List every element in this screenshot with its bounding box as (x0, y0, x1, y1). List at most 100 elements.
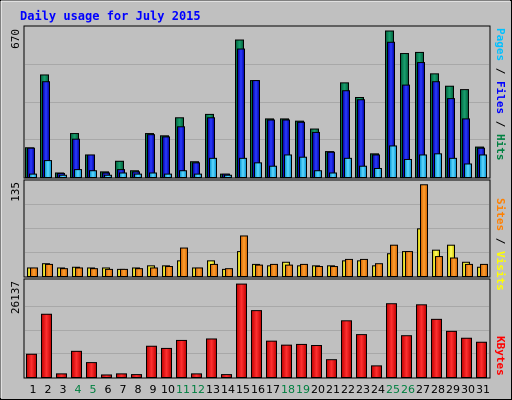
kbytes-bar (176, 339, 187, 378)
legend-segment: / (494, 114, 507, 134)
legend-segment: Sites (494, 198, 507, 231)
day-label: 2 (45, 383, 52, 396)
pages-bar (164, 173, 172, 178)
kbytes-bar (221, 374, 232, 379)
day-axis: 1 2 3 4 5 6 7 8 9 10 11 12 13 14 15 16 17 18 19 20 21 22 23 24 2… (30, 383, 491, 396)
pages-bar (134, 173, 142, 178)
sites-bar (390, 244, 398, 277)
day-label: 12 (191, 383, 205, 396)
sites-bar (45, 263, 53, 277)
sites-bar (405, 251, 413, 278)
pages-bar (239, 157, 247, 178)
sites-bar (30, 267, 38, 278)
sites-bar (180, 247, 188, 278)
legend-segment: Visits (494, 251, 507, 291)
pages-bar (149, 172, 157, 179)
day-label: 1 (30, 383, 37, 396)
day-label: 22 (341, 383, 355, 396)
day-label: 26 (401, 383, 415, 396)
pages-bar (479, 154, 487, 179)
day-label: 30 (461, 383, 475, 396)
kbytes-bar (326, 359, 337, 379)
sites-bar (345, 258, 353, 277)
day-label: 4 (75, 383, 82, 396)
sites-bar (330, 266, 338, 277)
kbytes-bar (296, 343, 307, 379)
kbytes-bar (71, 350, 82, 378)
pages-bar (359, 165, 367, 178)
day-label: 8 (135, 383, 142, 396)
kbytes-bar (41, 313, 52, 378)
sites-bar (120, 268, 128, 277)
day-label: 24 (371, 383, 385, 396)
kbytes-bar (131, 374, 142, 379)
kbytes-bar (461, 337, 472, 378)
kbytes-axis-max: 26137 (9, 281, 22, 314)
sites-bar (210, 263, 218, 277)
hits-axis-max: 670 (9, 29, 22, 49)
sites-bar (435, 256, 443, 278)
sites-bar (255, 264, 263, 278)
kbytes-bar (146, 345, 157, 379)
pages-bar (44, 160, 52, 178)
kbytes-bar (356, 334, 367, 378)
kbytes-bar (431, 318, 442, 378)
kbytes-bar (116, 373, 127, 378)
day-label: 13 (206, 383, 220, 396)
sites-bar (135, 268, 143, 277)
pages-bar (104, 174, 112, 178)
kbytes-bar (446, 330, 457, 378)
visits-axis-max: 135 (9, 182, 22, 202)
pages-bar (59, 174, 67, 178)
hits-files-pages-panel (23, 25, 491, 179)
sites-bar (105, 268, 113, 277)
kbytes-bar (311, 345, 322, 378)
sites-visits-legend: Sites / Visits (494, 198, 507, 291)
sites-bar (240, 235, 248, 277)
kbytes-bar (251, 310, 262, 379)
day-label: 19 (296, 383, 310, 396)
pages-bar (374, 167, 382, 179)
pages-bar (344, 157, 352, 178)
sites-bar (270, 263, 278, 277)
hits-files-pages-legend: Pages / Files / Hits (494, 28, 507, 161)
chart-title: Daily usage for July 2015 (20, 9, 201, 23)
pages-bar (299, 156, 307, 178)
kbytes-bar (191, 373, 202, 378)
sites-bar (360, 258, 368, 277)
pages-bar (209, 157, 217, 178)
files-bar (27, 147, 35, 178)
day-label: 25 (386, 383, 400, 396)
day-label: 17 (266, 383, 280, 396)
pages-bar (29, 173, 37, 178)
pages-bar (449, 157, 457, 178)
day-label: 15 (236, 383, 250, 396)
pages-bar (314, 170, 322, 178)
sites-bar (150, 267, 158, 278)
day-label: 14 (221, 383, 235, 396)
pages-bar (269, 165, 277, 178)
day-label: 10 (161, 383, 175, 396)
day-label: 16 (251, 383, 265, 396)
legend-segment: / (494, 231, 507, 251)
kbytes-bar (56, 373, 67, 378)
kbytes-bar (266, 340, 277, 378)
day-label: 9 (150, 383, 157, 396)
kbytes-bar (401, 335, 412, 378)
pages-bar (74, 169, 82, 178)
legend-segment: Hits (494, 134, 507, 161)
sites-bar (465, 263, 473, 277)
day-label: 21 (326, 383, 340, 396)
pages-bar (419, 154, 427, 179)
legend-segment: / (494, 61, 507, 81)
sites-bar (315, 266, 323, 277)
sites-bar (285, 264, 293, 278)
kbytes-bar (416, 304, 427, 379)
pages-bar (119, 172, 127, 179)
day-label: 20 (311, 383, 325, 396)
day-label: 28 (431, 383, 445, 396)
pages-bar (434, 153, 442, 178)
day-label: 3 (60, 383, 67, 396)
